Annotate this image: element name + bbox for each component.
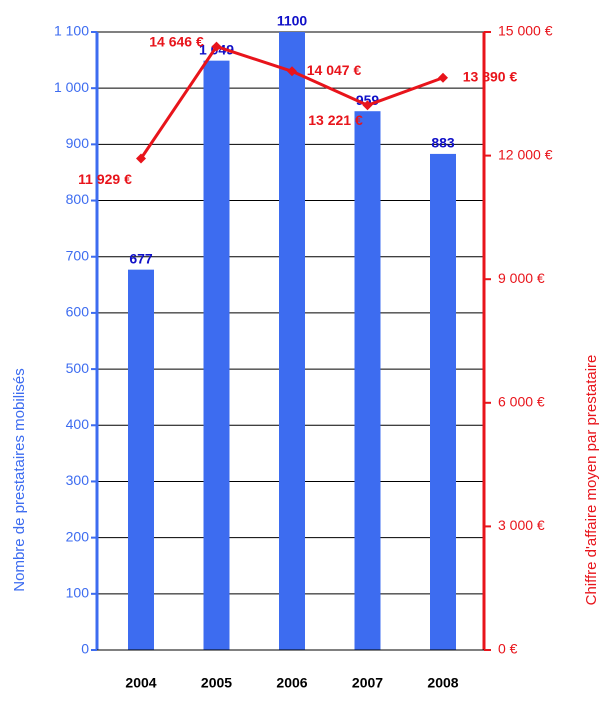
bar	[203, 60, 230, 651]
line-label: 14 646 €	[149, 33, 204, 49]
x-tick-label: 2004	[125, 675, 156, 691]
y2-tick-label: 12 000 €	[498, 146, 553, 162]
y-tick-label: 1 000	[54, 79, 89, 95]
bar	[354, 111, 381, 650]
bar-label: 677	[129, 250, 153, 266]
y2-axis-label: Chiffre d'affaire moyen par prestataire	[583, 355, 600, 606]
line-marker	[211, 41, 222, 52]
bar	[128, 269, 154, 650]
y-tick-label: 300	[66, 472, 90, 488]
line-marker	[136, 153, 146, 164]
y2-tick-label: 15 000 €	[498, 23, 553, 39]
y-tick-label: 700	[66, 247, 90, 263]
y-tick-label: 500	[66, 360, 90, 376]
y-tick-label: 0	[81, 641, 89, 657]
line-marker	[438, 72, 448, 83]
y-tick-label: 100	[66, 585, 90, 601]
line-label: 14 047 €	[307, 62, 362, 78]
y-axis-label: Nombre de prestataires mobilisés	[11, 368, 28, 591]
x-tick-label: 2005	[201, 675, 232, 691]
bar-label: 1100	[277, 13, 308, 29]
x-tick-label: 2006	[276, 675, 307, 691]
bar-label: 883	[431, 135, 455, 151]
y2-tick-label: 9 000 €	[498, 270, 545, 286]
y-tick-label: 800	[66, 191, 90, 207]
line-label: 13 221 €	[308, 112, 363, 128]
y-tick-label: 1 100	[54, 23, 89, 39]
bar	[279, 32, 305, 650]
y-tick-label: 400	[66, 416, 90, 432]
y-tick-label: 900	[66, 135, 90, 151]
bar	[430, 153, 456, 650]
x-tick-label: 2008	[427, 675, 458, 691]
line-label: 11 929 €	[78, 171, 132, 187]
y2-tick-label: 0 €	[498, 641, 518, 657]
y-tick-label: 200	[66, 528, 90, 544]
line-marker	[287, 66, 297, 77]
line-marker	[362, 100, 373, 111]
y-tick-label: 600	[66, 304, 90, 320]
x-tick-label: 2007	[352, 675, 383, 691]
y2-tick-label: 3 000 €	[498, 517, 545, 533]
y2-tick-label: 6 000 €	[498, 394, 545, 410]
line-label: 13 890 €	[463, 68, 518, 84]
